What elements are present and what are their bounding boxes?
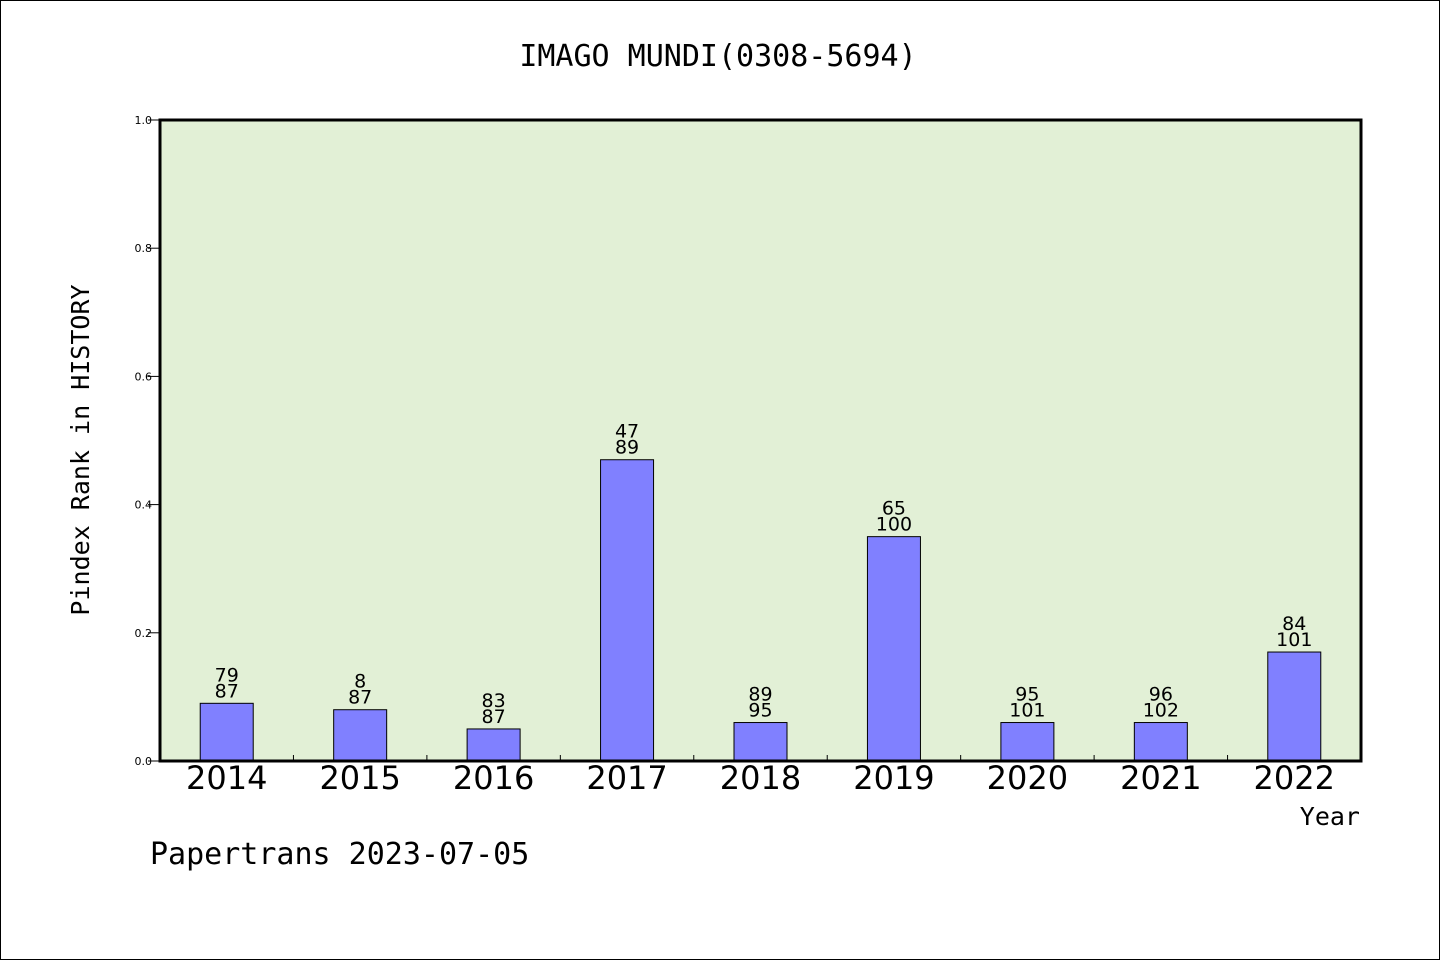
bar-label-bottom: 87: [215, 680, 239, 702]
y-axis-label: Pindex Rank in HISTORY: [66, 284, 95, 615]
x-tick-label: 2021: [1120, 759, 1201, 797]
bar-label-top: 65: [882, 498, 906, 520]
y-tick-label: 0.8: [135, 242, 153, 255]
bar-label-bottom: 89: [615, 437, 639, 459]
y-tick-label: 0.0: [135, 755, 153, 768]
bar-2021: [1133, 722, 1188, 762]
y-tick-label: 0.6: [135, 370, 153, 383]
x-tick-label: 2020: [987, 759, 1068, 797]
bar-label-top: 89: [748, 684, 772, 706]
bar-label-bottom: 101: [1276, 629, 1312, 651]
chart-title: IMAGO MUNDI(0308-5694): [519, 39, 916, 74]
x-tick-label: 2019: [853, 759, 934, 797]
bar-label-bottom: 100: [876, 514, 912, 536]
x-tick-label: 2015: [319, 759, 400, 797]
bar-2016: [466, 728, 521, 762]
bar-label-top: 84: [1282, 613, 1306, 635]
x-axis-label: Year: [1300, 802, 1360, 831]
plot-border: [158, 118, 1363, 763]
bar-label-top: 95: [1015, 684, 1039, 706]
y-tick-label: 1.0: [135, 114, 153, 127]
y-tick-label: 0.2: [135, 627, 153, 640]
bar-label-top: 8: [354, 671, 366, 693]
bar-label-top: 83: [482, 690, 506, 712]
x-tick-label: 2022: [1254, 759, 1335, 797]
bar-label-top: 96: [1149, 684, 1173, 706]
y-axis: 0.0 0.2 0.4 0.6 0.8 1.0: [135, 114, 160, 768]
bar-label-bottom: 95: [748, 700, 772, 722]
bar-2022: [1267, 651, 1322, 762]
x-axis: 2014 2015 2016 2017 2018 2019 2020 2021 2022: [186, 755, 1335, 797]
bar-2020: [1000, 722, 1055, 762]
bar-label-top: 47: [615, 421, 639, 443]
bar-label-bottom: 87: [348, 687, 372, 709]
bar-label-top: 79: [215, 664, 239, 686]
bar-2015: [333, 709, 388, 762]
x-tick-label: 2018: [720, 759, 801, 797]
plot-area: [160, 120, 1361, 761]
bar-2017: [600, 459, 655, 762]
bar-label-bottom: 87: [482, 706, 506, 728]
x-tick-label: 2016: [453, 759, 534, 797]
bar-label-bottom: 101: [1009, 700, 1045, 722]
x-tick-label: 2017: [586, 759, 667, 797]
x-tick-label: 2014: [186, 759, 267, 797]
bar-2014: [199, 702, 254, 762]
y-tick-label: 0.4: [135, 499, 153, 512]
bars: [199, 459, 1322, 762]
bar-2019: [866, 536, 921, 762]
bar-2018: [733, 722, 788, 762]
bar-label-bottom: 102: [1143, 700, 1179, 722]
footer-credit: Papertrans 2023-07-05: [150, 837, 529, 872]
